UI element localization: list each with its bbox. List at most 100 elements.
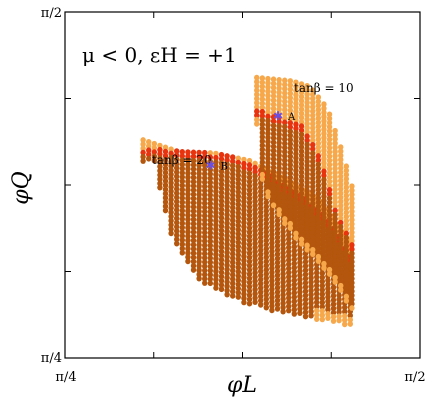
scan-point (286, 307, 292, 314)
scan-point (310, 125, 316, 131)
scan-point (343, 234, 350, 241)
scan-point (168, 205, 174, 212)
scan-point (213, 276, 219, 283)
scan-point (297, 289, 303, 295)
scan-point (282, 77, 288, 84)
scan-point (287, 199, 294, 206)
scan-point (310, 204, 316, 211)
scan-point (258, 301, 264, 308)
scan-point (190, 199, 197, 206)
scan-point (174, 194, 180, 201)
scan-point (280, 270, 286, 277)
scan-point (291, 264, 298, 271)
scan-point (338, 236, 344, 243)
scan-point (265, 113, 271, 120)
scan-point (185, 220, 191, 227)
scan-point (310, 183, 316, 190)
scan-point (274, 217, 281, 224)
scan-point (298, 215, 305, 222)
scan-point (252, 253, 258, 259)
scan-point (336, 317, 342, 324)
scan-point (282, 144, 288, 151)
scan-point (302, 279, 309, 286)
scan-point (315, 127, 322, 134)
scan-point (338, 266, 344, 272)
scan-point (282, 174, 288, 180)
scan-point (330, 288, 337, 295)
scan-point (213, 188, 219, 195)
scan-point (241, 232, 247, 239)
scan-point (259, 104, 266, 111)
scan-point (190, 157, 197, 164)
scan-point (326, 262, 333, 269)
scan-point (332, 245, 338, 252)
scan-point (162, 182, 169, 189)
scan-point (224, 174, 230, 180)
scan-point (207, 213, 214, 219)
scan-point (235, 193, 242, 200)
scan-point (265, 180, 271, 187)
scan-point (218, 177, 225, 183)
scan-point (291, 243, 298, 250)
scan-point (235, 273, 242, 279)
scan-point (270, 168, 277, 175)
scan-point (235, 264, 242, 271)
scan-point (321, 231, 327, 238)
scan-point (326, 229, 333, 235)
scan-point (332, 237, 338, 243)
scan-point (207, 166, 214, 173)
scan-point (235, 247, 242, 254)
scan-point (235, 268, 242, 275)
scan-point (174, 211, 180, 218)
scan-point (293, 125, 299, 132)
scan-point (185, 241, 191, 248)
scan-point (274, 226, 281, 232)
scan-point (168, 154, 174, 161)
scan-point (321, 206, 327, 213)
scan-point (246, 212, 253, 219)
scan-point (321, 223, 327, 229)
scan-point (280, 296, 286, 302)
scan-point (276, 144, 282, 150)
scan-point (241, 219, 247, 226)
scan-point (207, 221, 214, 228)
scan-point (298, 127, 305, 134)
scan-point (270, 173, 277, 179)
scan-point (270, 156, 277, 163)
scan-point (185, 149, 191, 156)
scan-point (213, 268, 219, 275)
scan-point (263, 296, 270, 303)
scan-point (230, 171, 236, 177)
scan-point (241, 181, 247, 188)
scan-point (168, 217, 174, 224)
scan-point (258, 272, 264, 279)
scan-point (282, 81, 288, 88)
scan-point (315, 220, 322, 227)
scan-point (287, 174, 294, 181)
scan-point (218, 248, 225, 255)
scan-point (246, 178, 253, 185)
scan-point (196, 195, 202, 202)
scan-point (269, 223, 275, 230)
scan-point (196, 174, 202, 181)
scan-point (190, 174, 197, 181)
scan-point (235, 285, 242, 292)
scan-point (259, 121, 266, 128)
scan-point (252, 290, 258, 297)
scan-point (246, 254, 253, 261)
scan-point (218, 277, 225, 284)
scan-point (263, 266, 270, 273)
scan-point (207, 267, 214, 274)
scan-point (321, 265, 327, 271)
scan-point (213, 196, 219, 203)
scan-point (269, 273, 275, 280)
scan-point (207, 234, 214, 240)
scan-point (213, 159, 219, 165)
scan-point (270, 131, 277, 137)
scan-point (349, 195, 355, 202)
scan-point (213, 234, 219, 241)
scan-point (343, 251, 350, 258)
scan-point (179, 149, 186, 155)
scan-point (297, 251, 303, 258)
